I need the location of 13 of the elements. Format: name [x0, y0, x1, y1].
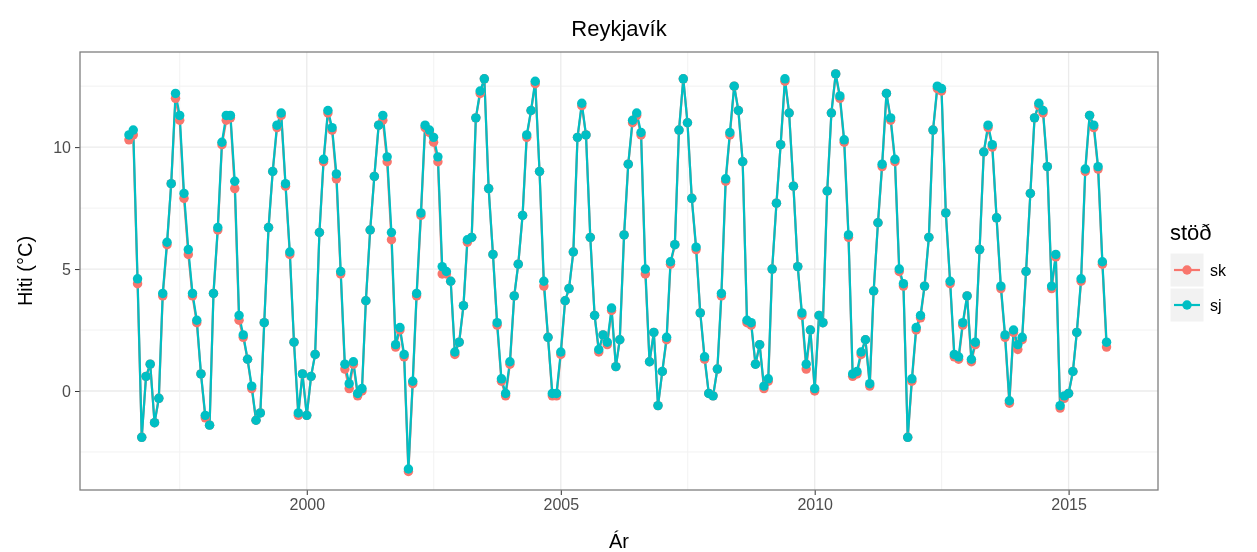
x-tick-label: 2000: [289, 496, 326, 514]
legend-label: sj: [1210, 297, 1222, 314]
y-tick-label: 5: [62, 260, 72, 278]
legend-label: sk: [1210, 262, 1227, 279]
y-axis-title: Hiti (°C): [14, 235, 36, 307]
x-tick-label: 2005: [543, 496, 580, 514]
x-axis-title: Ár: [609, 530, 630, 552]
x-tick-label: 2015: [1051, 496, 1087, 514]
y-tick-label: 0: [62, 382, 72, 400]
x-tick-label: 2010: [797, 496, 834, 514]
chart-title: Reykjavík: [571, 16, 668, 41]
legend-title: stöð: [1170, 220, 1212, 245]
y-tick-label: 10: [53, 138, 72, 156]
